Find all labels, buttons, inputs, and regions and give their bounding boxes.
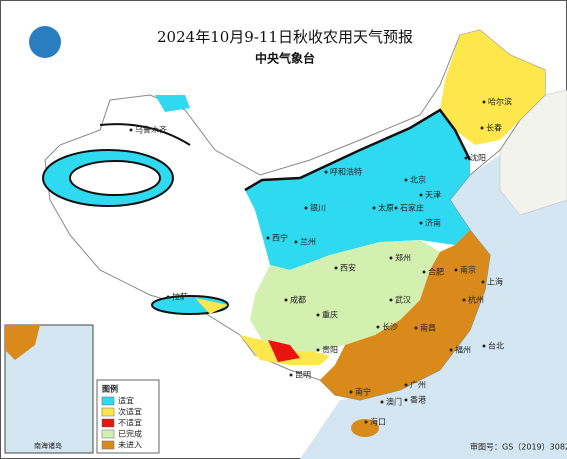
city-label: 南宁 [355, 387, 371, 397]
city-dot [316, 348, 320, 352]
city-dot [334, 266, 338, 270]
title: 2024年10月9-11日秋收农用天气预报 [157, 28, 413, 46]
inset-label: 南海诸岛 [34, 441, 62, 450]
city-label: 石家庄 [400, 203, 424, 213]
city-dot [482, 100, 486, 104]
city-dot [419, 193, 423, 197]
city-label: 呼和浩特 [330, 167, 362, 177]
city-label: 澳门 [386, 397, 402, 407]
city-label: 杭州 [468, 295, 484, 305]
subtitle: 中央气象台 [255, 51, 315, 66]
city-label: 福州 [455, 346, 471, 355]
city-label: 长沙 [382, 322, 398, 332]
legend-label: 已完成 [118, 429, 142, 439]
region-completed [250, 240, 440, 352]
city-label: 成都 [290, 295, 306, 305]
city-label: 北京 [410, 175, 426, 185]
city-dot [289, 373, 293, 377]
city-dot [380, 400, 384, 404]
city-dot [316, 313, 320, 317]
city-dot [129, 128, 133, 132]
legend-swatch [101, 407, 115, 417]
sea [300, 110, 567, 459]
city-label: 沈阳 [470, 153, 486, 163]
city-label: 南昌 [420, 323, 436, 333]
region-suitable [245, 110, 470, 270]
legend-swatch [101, 418, 115, 428]
city-dot [284, 298, 288, 302]
city-label: 贵阳 [322, 345, 338, 355]
boundary-line [244, 108, 472, 192]
city-label: 上海 [487, 277, 503, 287]
city-dot [364, 420, 368, 424]
city-dot [449, 348, 453, 352]
city-label: 合肥 [428, 267, 444, 277]
city-dot [464, 156, 468, 160]
city-dot [419, 221, 423, 225]
region-less-suitable-tibet [195, 298, 228, 314]
city-dot [372, 206, 376, 210]
city-label: 海口 [370, 417, 386, 427]
city-dot [294, 240, 298, 244]
city-label: 长春 [486, 123, 502, 133]
region-not-entered [320, 230, 490, 400]
city-label: 香港 [410, 395, 426, 405]
region-less-suitable [440, 30, 545, 145]
legend-title: 图例 [102, 384, 118, 394]
inset-land [5, 325, 40, 360]
city-label: 台北 [488, 341, 504, 351]
city-dot [394, 206, 398, 210]
legend-label: 适宜 [118, 396, 134, 406]
city-dot [481, 280, 485, 284]
city-label: 太原 [378, 203, 394, 213]
city-label: 广州 [410, 380, 426, 390]
city-dot [404, 383, 408, 387]
city-label: 拉萨 [172, 292, 188, 302]
city-dot [414, 326, 418, 330]
city-label: 济南 [425, 218, 441, 228]
legend-label: 未进入 [118, 440, 142, 450]
city-dot [389, 298, 393, 302]
city-dot [349, 390, 353, 394]
city-dot [166, 295, 170, 299]
city-dot [480, 126, 484, 130]
city-label: 哈尔滨 [488, 97, 512, 107]
city-label: 郑州 [395, 253, 411, 263]
city-dot [376, 325, 380, 329]
legend-swatch [101, 396, 115, 406]
city-dot [462, 298, 466, 302]
legend-label: 不适宜 [118, 418, 142, 428]
city-label: 天津 [425, 190, 441, 200]
city-label: 重庆 [322, 310, 338, 320]
boundary-line [99, 123, 191, 146]
city-dot [454, 268, 458, 272]
city-dot [324, 170, 328, 174]
city-dot [482, 344, 486, 348]
city-dot [422, 270, 426, 274]
city-label: 西宁 [272, 233, 288, 243]
city-label: 兰州 [300, 237, 316, 247]
city-label: 乌鲁木齐 [135, 125, 167, 135]
review-number: 审图号：GS（2019）3082号 [470, 442, 567, 452]
city-dot [304, 206, 308, 210]
legend-swatch [101, 429, 115, 439]
city-dot [389, 256, 393, 260]
city-dot [266, 236, 270, 240]
legend-swatch [101, 440, 115, 450]
region-suitable-n [155, 95, 190, 112]
city-dot [404, 178, 408, 182]
city-label: 西安 [340, 263, 356, 273]
logo [29, 26, 61, 58]
excluded-area [69, 160, 161, 196]
city-dot [404, 398, 408, 402]
hainan [351, 419, 379, 437]
city-label: 昆明 [295, 371, 311, 380]
legend-label: 次适宜 [118, 407, 142, 417]
city-label: 武汉 [395, 295, 411, 305]
city-label: 银川 [310, 203, 326, 213]
city-label: 南京 [460, 265, 476, 275]
region-unsuitable [268, 340, 300, 362]
